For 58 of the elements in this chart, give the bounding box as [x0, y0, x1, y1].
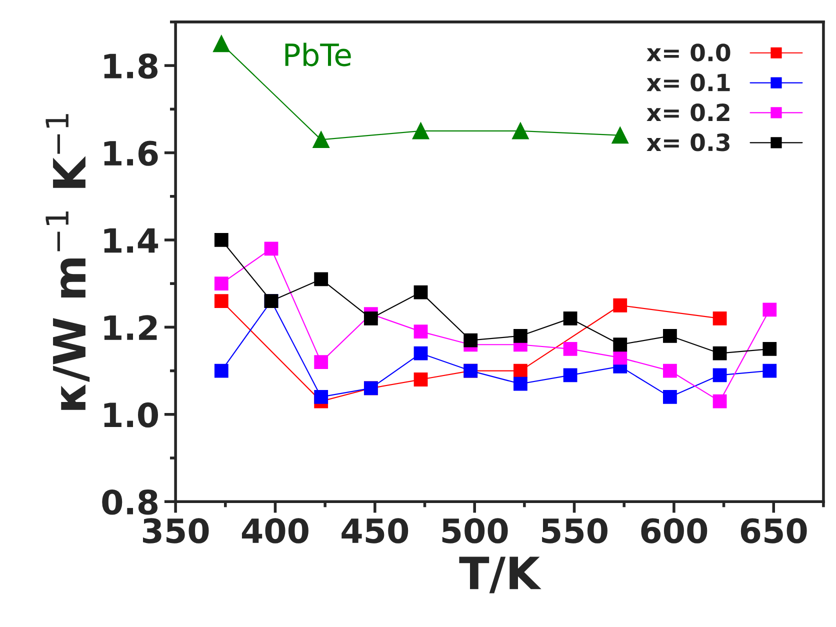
- point: [663, 328, 677, 343]
- y-tick-label: 1.0: [104, 402, 158, 428]
- point: [314, 355, 328, 370]
- point: [314, 390, 328, 404]
- x-tick-label: 600: [641, 518, 708, 544]
- point: [762, 342, 777, 356]
- point: [613, 350, 628, 365]
- point: [414, 324, 428, 338]
- point: [663, 390, 677, 404]
- point: [712, 394, 727, 408]
- point: [414, 372, 428, 386]
- point: [613, 338, 628, 352]
- point: [663, 364, 677, 378]
- point: [762, 302, 777, 317]
- point: [563, 368, 578, 382]
- point: [563, 342, 578, 356]
- point: [364, 312, 378, 326]
- y-tick-label: 1.2: [104, 315, 157, 340]
- point: [513, 364, 528, 378]
- point: [264, 242, 278, 256]
- point: [563, 312, 578, 326]
- point: [214, 276, 228, 291]
- x-axis-title: T/K: [459, 556, 542, 594]
- point: [412, 122, 430, 140]
- point: [214, 364, 228, 378]
- point: [513, 328, 528, 343]
- legend-label: x= 0.1: [646, 74, 730, 92]
- legend-label: x= 0.2: [646, 103, 730, 122]
- point: [464, 333, 478, 348]
- legend-label: x= 0.0: [646, 44, 730, 62]
- y-axis-title: κ/W m$^{−1}$ K$^{−1}$: [46, 114, 90, 410]
- point: [414, 346, 428, 360]
- point: [712, 368, 727, 382]
- y-tick-label: 1.4: [104, 228, 158, 253]
- point: [612, 126, 628, 144]
- point: [513, 376, 528, 391]
- y-tick-label: 1.8: [104, 53, 158, 79]
- point: [214, 294, 228, 308]
- point: [414, 285, 428, 300]
- point: [712, 346, 727, 360]
- point: [312, 131, 330, 148]
- x-tick-label: 500: [442, 518, 508, 544]
- point: [712, 312, 727, 326]
- point: [213, 35, 230, 52]
- x-tick-label: 650: [740, 518, 807, 544]
- y-tick-label: 1.6: [104, 140, 158, 166]
- x-tick-label: 450: [342, 518, 408, 544]
- legend-label: x= 0.3: [646, 133, 730, 152]
- x-tick-label: 400: [242, 518, 308, 544]
- x-tick-label: 350: [143, 518, 209, 544]
- point: [314, 272, 328, 286]
- point: [613, 298, 628, 312]
- series-label: PbTe: [285, 42, 351, 66]
- y-tick-label: 0.8: [102, 490, 158, 515]
- point: [512, 122, 529, 140]
- point: [214, 233, 228, 247]
- point: [762, 364, 777, 378]
- x-tick-label: 550: [542, 518, 608, 544]
